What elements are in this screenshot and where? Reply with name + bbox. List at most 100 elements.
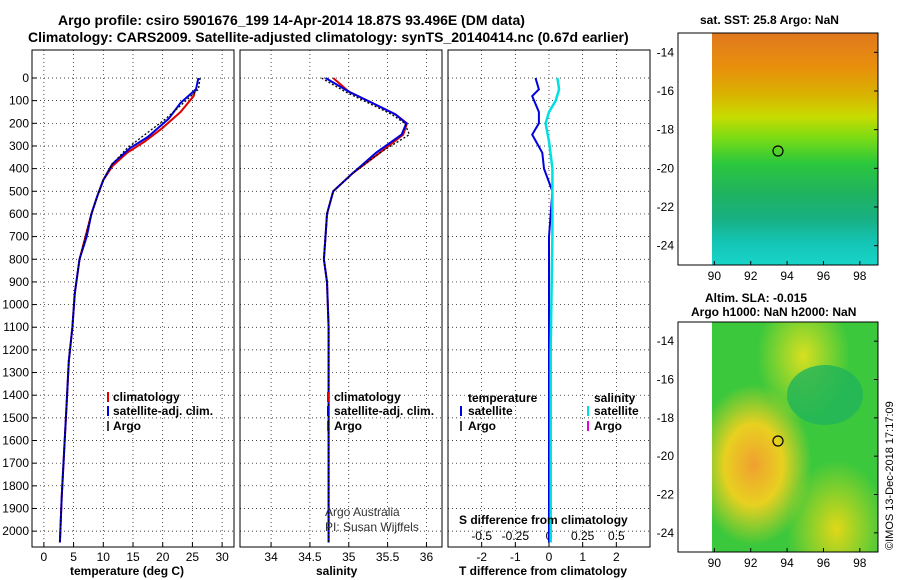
legend-argo: Argo: [113, 419, 141, 433]
y-tick-label: 600: [9, 207, 29, 221]
x-tick-label: 96: [817, 269, 831, 283]
series-climatology: [322, 77, 409, 543]
y-tick-label: -22: [657, 200, 675, 214]
y-tick-label: -24: [657, 239, 675, 253]
sst-map: 90 92 94 96 98 -14 -16 -18 -20 -22 -24 sat. SST: 2…: [657, 13, 879, 283]
y-tick-label: 1300: [2, 366, 29, 380]
legend-climatology: climatology: [113, 390, 180, 404]
x-tick-label: 0: [546, 550, 553, 564]
chart-title-line2: Climatology: CARS2009. Satellite-adjuste…: [28, 29, 629, 45]
credit-line1: Argo Australia: [325, 505, 400, 519]
y-tick-label: 0: [22, 71, 29, 85]
difference-legend-temperature: temperature satellite Argo: [460, 391, 538, 433]
difference-legend-salinity: salinity satellite Argo: [587, 391, 639, 433]
legend-climatology: climatology: [334, 390, 401, 404]
legend-t-satellite: satellite: [468, 404, 513, 418]
argo-location-marker: [772, 435, 784, 447]
temperature-legend: climatology satellite-adj. clim. Argo: [107, 390, 213, 433]
x-tick-label: 98: [853, 556, 867, 570]
x-tick-label: 5: [70, 550, 77, 564]
x-tick-label: 36: [420, 550, 434, 564]
x-tick-label: 90: [708, 269, 722, 283]
x-tick-label: 90: [708, 556, 722, 570]
x-tick-label: 94: [780, 269, 794, 283]
y-tick-label: -20: [657, 449, 675, 463]
salinity-legend: climatology satellite-adj. clim. Argo: [327, 390, 434, 433]
x-tick-label: 98: [853, 269, 867, 283]
sla-map-title-line2: Argo h1000: NaN h2000: NaN: [691, 305, 856, 319]
x2-tick-label: 0.25: [571, 529, 595, 543]
argo-location-marker: [772, 145, 784, 157]
y-tick-label: 100: [9, 94, 29, 108]
y-tick-label: -20: [657, 161, 675, 175]
y-tick-label: 1000: [2, 298, 29, 312]
sla-map: 90 92 94 96 98 -14 -16 -18 -20 -22 -24 Altim. SLA:…: [657, 291, 879, 570]
legend-temperature-title: temperature: [468, 391, 538, 405]
y-tick-label: -16: [657, 373, 675, 387]
x-tick-label: 35.5: [376, 550, 400, 564]
x2-tick-label: -0.5: [471, 529, 492, 543]
series-t-satellite: [531, 77, 554, 543]
x-tick-label: 20: [156, 550, 170, 564]
y-tick-label: -16: [657, 84, 675, 98]
sla-map-title-line1: Altim. SLA: -0.015: [705, 291, 807, 305]
y-tick-label: -18: [657, 411, 675, 425]
x-tick-label: 30: [215, 550, 229, 564]
credit-line2: PI: Susan Wijffels: [325, 520, 419, 534]
legend-satellite: satellite-adj. clim.: [334, 404, 434, 418]
y-tick-label: 1700: [2, 456, 29, 470]
x-tick-label: 92: [744, 269, 758, 283]
y-tick-label: -24: [657, 526, 675, 540]
series-climatology: [58, 89, 197, 543]
series-satellite-adj-clim-: [322, 77, 408, 543]
legend-salinity-title: salinity: [594, 391, 636, 405]
x-tick-label: 94: [780, 556, 794, 570]
y-tick-label: 1800: [2, 479, 29, 493]
y-tick-label: 300: [9, 139, 29, 153]
temperature-xlabel: temperature (deg C): [70, 564, 184, 578]
y-tick-label: 1900: [2, 501, 29, 515]
x-tick-label: -1: [510, 550, 521, 564]
y-tick-label: 1500: [2, 411, 29, 425]
chart-title-line1: Argo profile: csiro 5901676_199 14-Apr-2…: [58, 12, 525, 28]
x-tick-label: 92: [744, 556, 758, 570]
x-tick-label: 2: [613, 550, 620, 564]
x-tick-label: 10: [97, 550, 111, 564]
y-tick-label: 500: [9, 184, 29, 198]
x-tick-label: 15: [126, 550, 140, 564]
series-s-satellite: [544, 77, 561, 543]
y-tick-label: 400: [9, 162, 29, 176]
s-difference-label: S difference from climatology: [459, 513, 628, 527]
legend-satellite: satellite-adj. clim.: [113, 404, 213, 418]
x-tick-label: 96: [817, 556, 831, 570]
y-tick-label: 200: [9, 116, 29, 130]
y-tick-label: 2000: [2, 524, 29, 538]
x2-tick-label: 0.5: [608, 529, 625, 543]
legend-argo: Argo: [334, 419, 362, 433]
y-tick-label: 900: [9, 275, 29, 289]
y-tick-label: 700: [9, 230, 29, 244]
x-tick-label: 1: [579, 550, 586, 564]
difference-xlabel: T difference from climatology: [459, 564, 627, 578]
y-tick-label: -14: [657, 45, 675, 59]
x-tick-label: 25: [186, 550, 200, 564]
sst-map-title: sat. SST: 25.8 Argo: NaN: [700, 13, 839, 27]
y-tick-label: -14: [657, 334, 675, 348]
legend-t-argo: Argo: [468, 419, 496, 433]
difference-panel: -2 -1 0 1 2-0.5 -0.25 0 0.25 0.5 T difference fr…: [447, 49, 651, 578]
y-tick-label: 1400: [2, 388, 29, 402]
salinity-panel: 34 34.5 35 35.5 36 salinity climatology sate…: [239, 49, 443, 578]
copyright-note: ©IMOS 13-Dec-2018 17:17:09: [884, 401, 896, 550]
y-tick-label: 800: [9, 252, 29, 266]
x-tick-label: 34.5: [298, 550, 322, 564]
y-tick-label: -22: [657, 488, 675, 502]
y-tick-label: 1100: [3, 320, 29, 334]
x-tick-label: 0: [41, 550, 48, 564]
y-tick-label: -18: [657, 123, 675, 137]
salinity-xlabel: salinity: [316, 564, 358, 578]
y-tick-label: 1200: [2, 343, 29, 357]
legend-s-argo: Argo: [594, 419, 622, 433]
temperature-panel: 0100200300400500600700800900100011001200…: [2, 49, 235, 578]
x-tick-label: 34: [264, 550, 278, 564]
series-argo: [321, 77, 411, 543]
